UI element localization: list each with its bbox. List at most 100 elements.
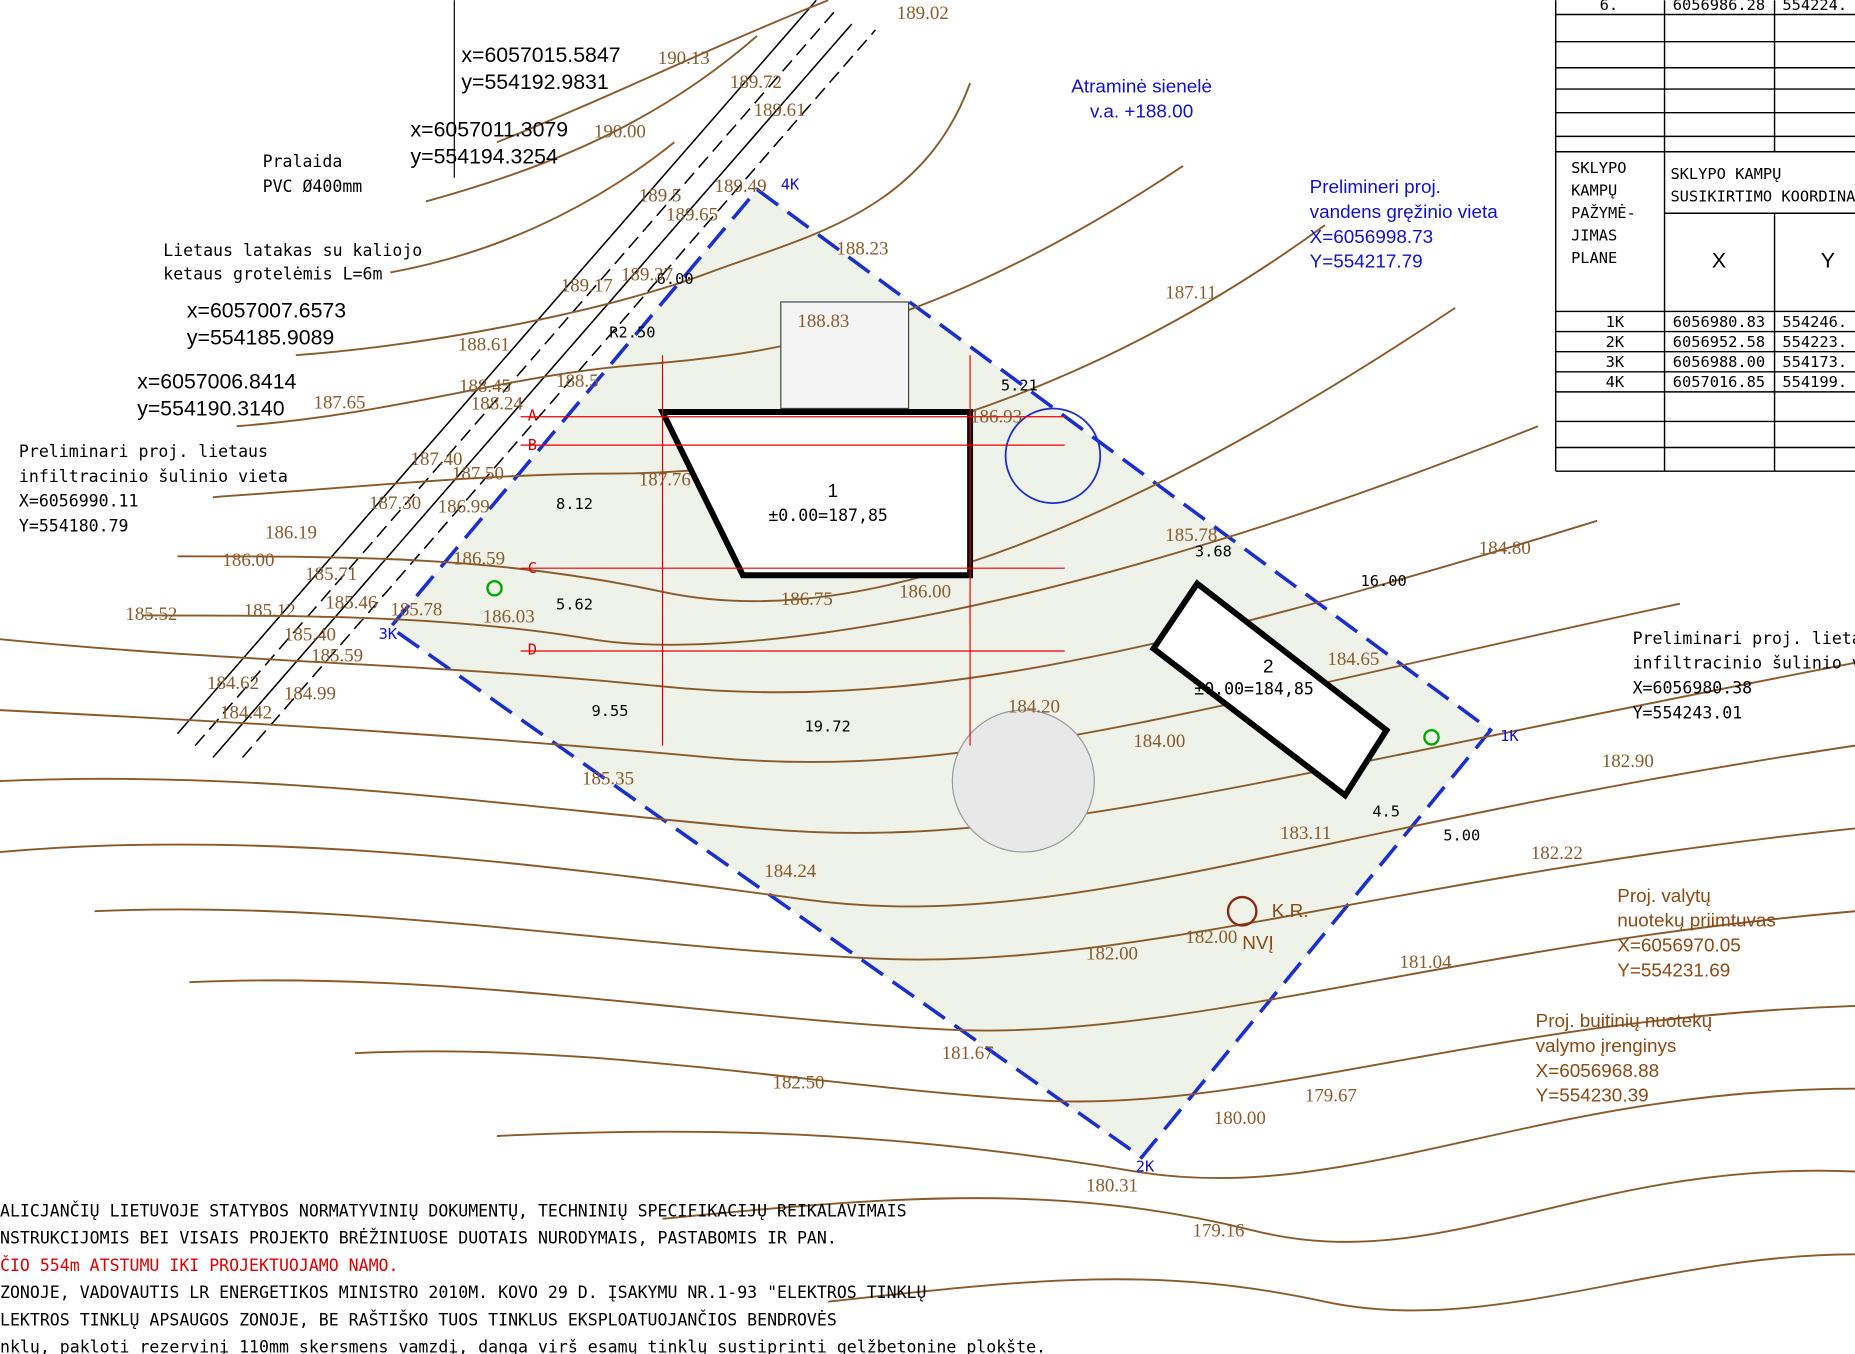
dimension: 16.00 [1360, 572, 1406, 590]
callout-y: y=554190.3140 [137, 397, 284, 421]
elevation: 189.65 [666, 204, 718, 225]
elevation: 189.49 [715, 176, 767, 197]
elevation: 188.83 [797, 311, 849, 332]
elevation: 180.00 [1214, 1108, 1266, 1129]
table-header: SKLYPO KAMPŲ [1670, 165, 1781, 183]
label-infiltration-well-2: Preliminari proj. lietaus [1633, 629, 1855, 648]
elevation: 185.46 [325, 592, 377, 613]
callout-x: x=6057011.3079 [411, 117, 569, 141]
elevation: 189.61 [754, 100, 806, 121]
note: LEKTROS TINKLŲ APSAUGOS ZONOJE, BE RAŠTI… [0, 1310, 837, 1329]
label-infiltration-well-2: Y=554243.01 [1633, 703, 1743, 722]
label-water-well: X=6056998.73 [1310, 227, 1434, 248]
elevation: 186.59 [453, 549, 505, 570]
elevation: 185.59 [311, 646, 363, 667]
label-treated-outlet: Proj. valytų [1617, 886, 1711, 907]
dimension: R2.50 [609, 323, 655, 341]
table-header: PLANE [1571, 249, 1617, 267]
elevation: 186.75 [781, 589, 833, 610]
table-cell: 6056986.28 [1673, 0, 1765, 14]
dimension: 19.72 [804, 717, 850, 735]
manhole: K.R. [1272, 901, 1309, 922]
elevation: 185.78 [1165, 525, 1217, 546]
label-infiltration-well-2: X=6056980.38 [1633, 679, 1753, 698]
elevation: 188.24 [471, 394, 524, 415]
dimension: 8.12 [556, 495, 593, 513]
elevation: 187.11 [1165, 282, 1216, 303]
callout-x: x=6057007.6573 [187, 298, 346, 322]
label-water-well: Prelimineri proj. [1310, 177, 1441, 198]
label-infiltration-well-2: infiltracinio šulinio vieta [1633, 654, 1855, 673]
elevation: 189.37 [621, 265, 673, 286]
label-gutter: Lietaus latakas su kaliojo [163, 241, 422, 260]
table-cell: 3K [1606, 353, 1625, 371]
elevation: 187.30 [369, 493, 421, 514]
elevation: 187.50 [452, 463, 504, 484]
elevation: 186.93 [970, 407, 1022, 428]
elevation: 181.67 [942, 1043, 994, 1064]
table-cell: 6057016.85 [1673, 373, 1765, 391]
elevation: 188.5 [556, 371, 599, 392]
building-number: 1 [828, 481, 839, 502]
label-culvert: PVC Ø400mm [263, 177, 363, 196]
label-infiltration-well-1: Y=554180.79 [19, 516, 129, 535]
note: ZONOJE, VADOVAUTIS LR ENERGETIKOS MINIST… [0, 1283, 926, 1302]
dimension: 5.21 [1001, 377, 1038, 395]
table-header: X [1712, 249, 1726, 273]
elevation: 184.42 [220, 702, 272, 723]
table-cell: 554199. [1782, 373, 1847, 391]
label-treated-outlet: nuotekų priimtuvas [1617, 911, 1776, 932]
label-infiltration-well-1: X=6056990.11 [19, 492, 139, 511]
elevation: 184.24 [764, 861, 817, 882]
label-gutter: ketaus grotelėmis L=6m [163, 265, 382, 284]
elevation: 182.90 [1602, 751, 1654, 772]
elevation: 182.00 [1185, 927, 1237, 948]
table-header: PAŽYMĖ- [1571, 203, 1636, 222]
corner: 2K [1136, 1158, 1155, 1176]
elevation: 188.61 [458, 334, 510, 355]
callout-x: x=6057015.5847 [461, 43, 620, 67]
elevation: 189.5 [639, 185, 682, 206]
plot-boundary [390, 190, 1490, 1158]
elevation: 189.17 [561, 275, 613, 296]
elevation: 187.65 [314, 392, 366, 413]
note: nklų, pakloti rezervinį 110mm skersmens … [0, 1338, 1046, 1354]
elevation: 184.80 [1479, 538, 1531, 559]
label-water-well: vandens gręžinio vieta [1310, 202, 1499, 223]
table-header: Y [1821, 249, 1835, 273]
site-plan: x=6057015.5847y=554192.9831x=6057011.307… [0, 0, 1855, 1354]
callout-y: y=554194.3254 [411, 145, 559, 169]
label-treated-outlet: X=6056970.05 [1617, 935, 1741, 956]
elevation: 184.20 [1008, 696, 1060, 717]
elevation: 179.67 [1305, 1086, 1357, 1107]
elevation: 189.72 [730, 72, 782, 93]
table-cell: 2K [1606, 333, 1625, 351]
elevation: 185.12 [244, 601, 296, 622]
corner: 1K [1500, 727, 1519, 745]
elevation: 185.71 [305, 564, 357, 585]
elevation: 185.52 [125, 604, 177, 625]
label-retaining-wall: v.a. +188.00 [1090, 101, 1193, 122]
elevation: 190.00 [594, 122, 646, 143]
patio [952, 710, 1094, 852]
label-treatment-unit: Y=554230.39 [1536, 1086, 1649, 1107]
manhole: NVĮ [1242, 933, 1274, 954]
grid-axis: B [528, 436, 537, 454]
label-treatment-unit: valymo įrenginys [1536, 1036, 1677, 1057]
elevation: 182.50 [773, 1073, 825, 1094]
elevation: 187.76 [639, 469, 691, 490]
elevation: 184.99 [284, 683, 336, 704]
elevation: 190.13 [658, 48, 710, 69]
elevation: 182.22 [1531, 843, 1583, 864]
label-retaining-wall: Atraminė sienelė [1071, 77, 1212, 98]
elevation: 179.16 [1193, 1221, 1245, 1242]
label-treated-outlet: Y=554231.69 [1617, 960, 1730, 981]
table-header: JIMAS [1571, 226, 1617, 244]
elevation: 186.19 [265, 523, 317, 544]
elevation: 182.00 [1086, 944, 1138, 965]
callout-y: y=554185.9089 [187, 326, 334, 350]
grid-axis: D [528, 641, 537, 659]
elevation: 189.02 [897, 3, 949, 24]
building-level: ±0.00=184,85 [1194, 680, 1314, 699]
dimension: 4.5 [1372, 803, 1400, 821]
